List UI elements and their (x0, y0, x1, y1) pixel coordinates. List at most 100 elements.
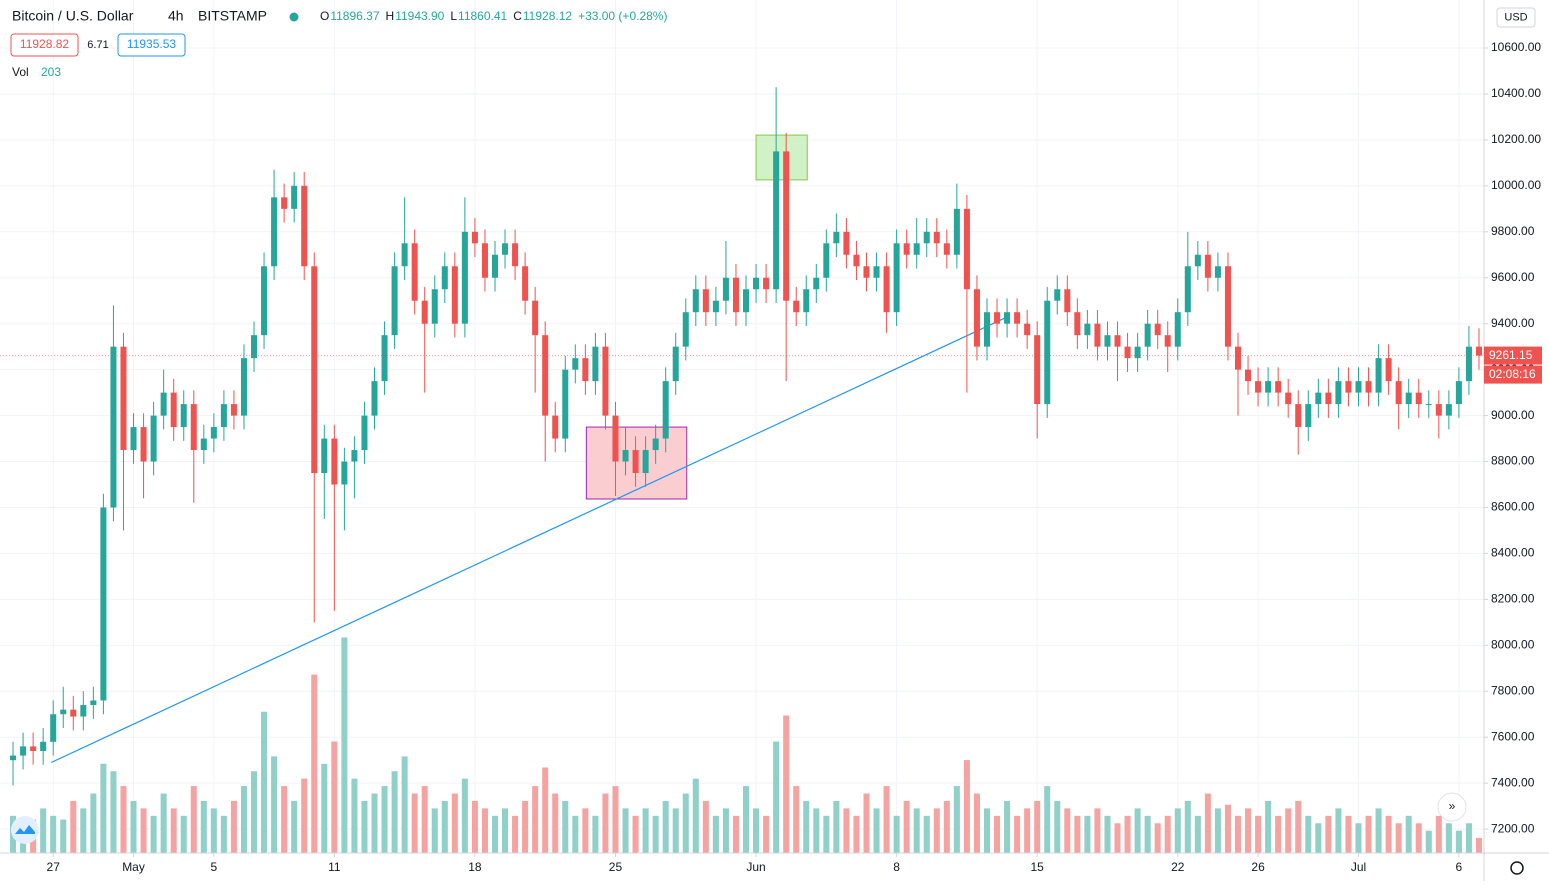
volume-bar (1094, 808, 1101, 853)
candle-body (40, 741, 47, 751)
y-tick-label: 9800.00 (1491, 224, 1535, 238)
candle-body (682, 312, 689, 347)
y-tick-label: 10600.00 (1491, 40, 1541, 54)
trend-line (50, 317, 1006, 764)
last-price-box (1484, 346, 1542, 365)
volume-bar (1415, 823, 1422, 853)
candle-body (943, 243, 950, 255)
volume-bar (411, 793, 418, 853)
y-tick-label: 9000.00 (1491, 408, 1535, 422)
candle-body (502, 243, 509, 255)
candle-body (823, 243, 830, 278)
candle-body (10, 755, 17, 761)
candle-body (1465, 346, 1472, 382)
candle-body (261, 266, 268, 336)
candle-body (833, 231, 840, 244)
volume-bar (1295, 800, 1302, 853)
volume-bar (1224, 804, 1231, 853)
candle-body (793, 300, 800, 313)
candle-body (592, 346, 599, 382)
volume-value: 203 (41, 65, 61, 79)
candle-body (451, 266, 458, 324)
candle-body (803, 289, 810, 313)
candle-body (100, 507, 107, 701)
candle-body (1475, 346, 1482, 356)
volume-bar (963, 760, 970, 853)
volume-bar (1385, 815, 1392, 853)
volume-bar (1425, 830, 1432, 853)
currency-box[interactable] (1496, 7, 1536, 28)
scroll-button[interactable] (1437, 792, 1467, 822)
x-tick-label: 18 (468, 860, 482, 874)
volume-bar (512, 815, 519, 853)
candle-body (973, 289, 980, 347)
volume-bar (1355, 823, 1362, 853)
candle-body (1375, 358, 1382, 393)
candle-body (512, 243, 519, 267)
candle-body (692, 289, 699, 313)
volume-bar (180, 815, 187, 853)
candle-body (90, 700, 97, 706)
volume-bar (1305, 815, 1312, 853)
candle-body (431, 289, 438, 324)
volume-bar (1184, 800, 1191, 853)
candle-body (994, 312, 1001, 324)
volume-bar (40, 808, 47, 853)
candle-body (742, 289, 750, 313)
candle-body (351, 450, 358, 462)
candle-body (170, 392, 177, 428)
candle-body (813, 277, 820, 290)
candle-body (1034, 335, 1041, 405)
y-tick-label: 8400.00 (1491, 546, 1535, 560)
x-tick-label: Jun (746, 860, 765, 874)
volume-bar (853, 815, 860, 853)
volume-bar (1265, 800, 1272, 853)
volume-bar (130, 800, 137, 853)
candle-body (381, 335, 388, 382)
volume-bar (321, 763, 328, 853)
candle-body (140, 427, 147, 462)
volume-bar (150, 815, 157, 853)
volume-bar (331, 741, 338, 853)
rectangle-drawing (755, 134, 808, 181)
volume-bar (502, 808, 509, 853)
bid-box[interactable] (10, 33, 79, 57)
settings-icon[interactable] (1510, 861, 1524, 875)
volume-bar (672, 808, 679, 853)
candle-body (160, 392, 167, 416)
candle-body (893, 243, 900, 313)
volume-bar (1345, 815, 1352, 853)
candle-body (783, 151, 790, 301)
volume-bar (572, 815, 579, 853)
ohlc-label: O (320, 9, 329, 23)
candle-body (722, 277, 729, 301)
candle-body (481, 243, 488, 278)
logo[interactable] (11, 816, 39, 844)
volume-bar (140, 808, 147, 853)
candle-body (753, 277, 760, 290)
volume-bar (120, 786, 127, 853)
symbol: Bitcoin / U.S. Dollar (12, 8, 134, 24)
x-tick-label: 27 (47, 860, 61, 874)
candle-body (421, 300, 428, 324)
volume-bar (1214, 808, 1221, 853)
volume-bar (883, 786, 890, 853)
candle-body (1204, 254, 1211, 278)
volume-bar (843, 808, 850, 853)
x-tick-label: 5 (211, 860, 218, 874)
ohlc-value: 11896.37 (330, 9, 379, 23)
volume-bar (903, 800, 910, 853)
volume-bar (562, 800, 569, 853)
candle-body (1425, 404, 1432, 406)
candle-body (903, 243, 910, 255)
y-tick-label: 10200.00 (1491, 132, 1541, 146)
candle-body (642, 450, 649, 474)
candle-body (622, 450, 629, 462)
candle-body (843, 231, 850, 255)
volume-bar (702, 800, 709, 853)
candle-body (632, 450, 639, 474)
volume-bar (712, 815, 719, 853)
ask-box[interactable] (117, 33, 186, 57)
volume-pane (10, 637, 1482, 853)
volume-bar (793, 786, 800, 853)
